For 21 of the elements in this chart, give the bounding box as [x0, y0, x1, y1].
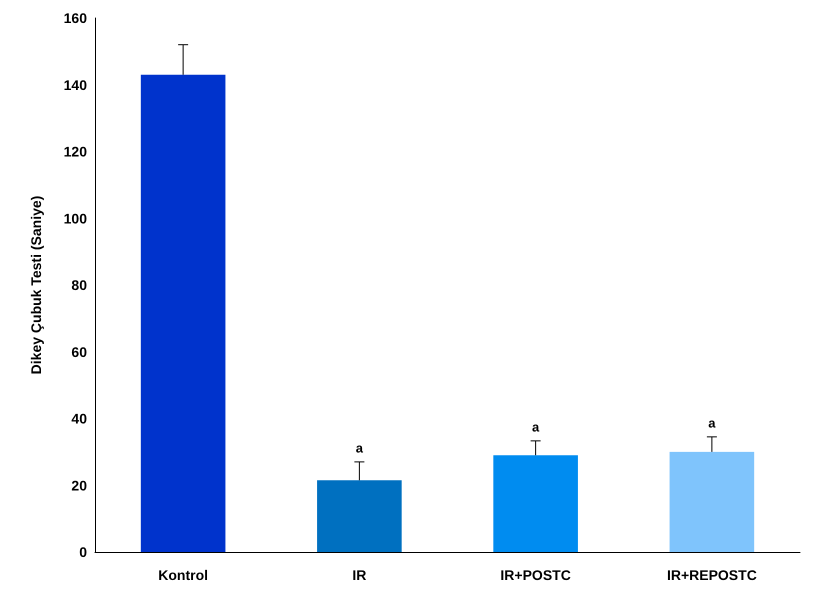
- y-tick-label: 80: [71, 277, 88, 293]
- y-tick-label: 0: [79, 544, 88, 560]
- y-tick-label: 40: [71, 410, 88, 426]
- x-tick-label: IR: [352, 567, 366, 583]
- bar: [493, 455, 578, 552]
- annotation: a: [708, 415, 716, 430]
- annotation: a: [532, 419, 540, 434]
- bar: [670, 452, 754, 552]
- bar: [317, 480, 402, 552]
- y-tick-label: 20: [71, 477, 88, 494]
- y-axis-title: Dikey Çubuk Testi (Saniye): [28, 196, 44, 374]
- annotation: a: [356, 440, 364, 456]
- y-tick-label: 160: [64, 10, 88, 26]
- y-tick-label: 140: [64, 76, 88, 93]
- y-tick-label: 60: [71, 344, 88, 360]
- x-tick-label: IR+POSTC: [500, 567, 571, 583]
- x-tick-label: IR+REPOSTC: [666, 567, 757, 583]
- y-tick-label: 120: [64, 144, 88, 160]
- y-tick-label: 100: [64, 210, 88, 226]
- bar: [140, 74, 226, 552]
- x-tick-label: Kontrol: [158, 567, 208, 583]
